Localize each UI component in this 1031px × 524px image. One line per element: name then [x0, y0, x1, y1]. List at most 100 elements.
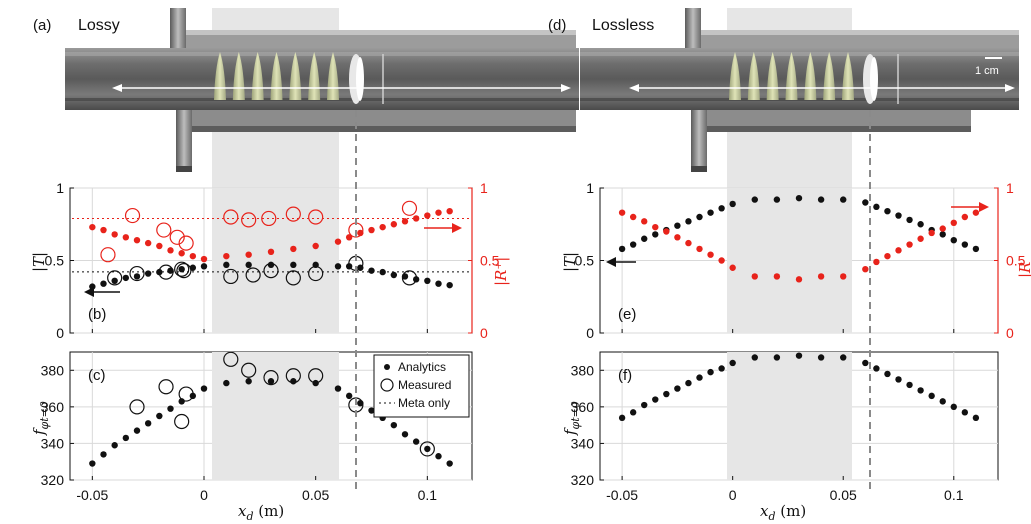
- y-tick-label: 380: [41, 362, 65, 378]
- analytics-point: [345, 392, 353, 400]
- measured-point: [419, 441, 435, 457]
- analytics-point: [267, 261, 275, 269]
- analytics-point: [368, 226, 375, 234]
- analytics-point: [412, 438, 420, 445]
- plot-c: (c) -0.05 0 0.05 0.1 320 340 360 380 fφt=0 xd (…: [30, 351, 473, 523]
- analytics-point: [133, 237, 141, 244]
- measured-point: [241, 362, 257, 378]
- measured-point: [223, 268, 239, 285]
- analytics-point: [100, 226, 107, 234]
- analytics-point: [100, 280, 107, 287]
- analytics-point: [312, 242, 319, 250]
- y-tick-label: 360: [571, 399, 595, 415]
- analytics-point: [424, 212, 431, 219]
- legend-meta-only: Meta only: [398, 396, 450, 410]
- title-lossless: Lossless: [592, 17, 654, 34]
- plot-e: (e) 0 0.5 1 0 0.5 1 |T| |R: [561, 180, 1031, 341]
- y-tick-label: 340: [41, 435, 65, 451]
- analytics-point: [961, 213, 969, 221]
- analytics-point: [189, 252, 197, 260]
- analytics-point: [629, 409, 637, 416]
- legend-measured-marker: [380, 378, 394, 392]
- analytics-point: [950, 219, 957, 226]
- analytics-point: [928, 229, 935, 237]
- analytics-point: [663, 228, 670, 235]
- measured-point: [178, 386, 194, 402]
- xlabel-c: xd (m): [238, 502, 284, 523]
- y-tick-label-right: 0: [480, 325, 488, 341]
- analytics-point: [895, 247, 902, 254]
- analytics-point: [144, 420, 152, 427]
- cylinder-insert-lossless: [863, 54, 899, 104]
- analytics-point: [917, 387, 924, 394]
- y-tick-label: 1: [56, 180, 64, 196]
- analytics-point: [884, 208, 891, 215]
- measured-point: [100, 247, 116, 263]
- analytics-point: [729, 264, 736, 271]
- measured-point: [308, 209, 324, 225]
- analytics-point: [178, 250, 185, 257]
- y-tick-label: 380: [571, 362, 595, 378]
- analytics-point: [906, 381, 913, 389]
- measured-point: [158, 379, 174, 395]
- legend: Analytics Measured Meta only: [373, 354, 470, 418]
- analytics-point: [906, 216, 913, 224]
- analytics-point: [111, 231, 118, 238]
- analytics-point: [884, 252, 891, 260]
- analytics-point: [245, 261, 252, 269]
- double-arrow-lossy: [112, 84, 571, 92]
- measured-point: [285, 206, 301, 222]
- analytics-point: [795, 276, 803, 283]
- measured-point: [285, 270, 301, 286]
- analytics-point: [334, 385, 342, 392]
- plot-f: (f) -0.05 0 0.05 0.1 320 340 360 380 fφt=0 xd (…: [561, 351, 999, 523]
- analytics-point: [873, 365, 880, 372]
- measured-point: [169, 229, 185, 245]
- analytics-point: [144, 270, 152, 277]
- analytics-point: [368, 267, 375, 274]
- analytics-point: [862, 199, 869, 206]
- analytics-point: [817, 273, 825, 280]
- analytics-point: [200, 263, 208, 270]
- analytics-point: [873, 258, 880, 266]
- analytics-point: [961, 409, 969, 416]
- y-tick-label: 0: [56, 325, 64, 341]
- analytics-point: [906, 241, 913, 248]
- analytics-point: [379, 223, 386, 231]
- analytics-point: [685, 239, 692, 247]
- analytics-point: [972, 209, 980, 216]
- analytics-point: [156, 242, 163, 250]
- measured-point: [129, 265, 145, 282]
- analytics-point: [652, 231, 659, 238]
- analytics-point: [111, 442, 118, 449]
- measured-point: [223, 351, 239, 367]
- analytics-point: [939, 225, 946, 232]
- analytics-point: [618, 209, 626, 216]
- measured-point: [308, 265, 324, 282]
- analytics-point: [817, 196, 825, 203]
- analytics-point: [290, 378, 297, 385]
- analytics-point: [773, 273, 781, 280]
- analytics-point: [972, 245, 980, 253]
- analytics-point: [641, 401, 648, 409]
- analytics-point: [223, 379, 230, 387]
- x-tick-label: 0: [729, 487, 737, 503]
- measured-point: [174, 413, 190, 430]
- panel-label-b: (b): [88, 306, 106, 323]
- measured-point: [261, 210, 277, 227]
- measured-point: [129, 399, 145, 415]
- measured-point: [401, 200, 418, 216]
- analytics-point: [245, 251, 252, 258]
- shaded-region-b: [212, 188, 339, 333]
- scale-bar-label: 1 cm: [975, 65, 999, 77]
- analytics-point: [641, 235, 648, 242]
- legend-analytics: Analytics: [398, 360, 446, 374]
- analytics-point: [401, 218, 409, 225]
- analytics-point: [707, 251, 714, 258]
- title-lossy: Lossy: [78, 17, 120, 34]
- analytics-point: [884, 370, 891, 378]
- arrow-right-red: [424, 223, 462, 233]
- analytics-point: [751, 196, 758, 203]
- analytics-point: [156, 412, 163, 420]
- analytics-point: [223, 261, 230, 269]
